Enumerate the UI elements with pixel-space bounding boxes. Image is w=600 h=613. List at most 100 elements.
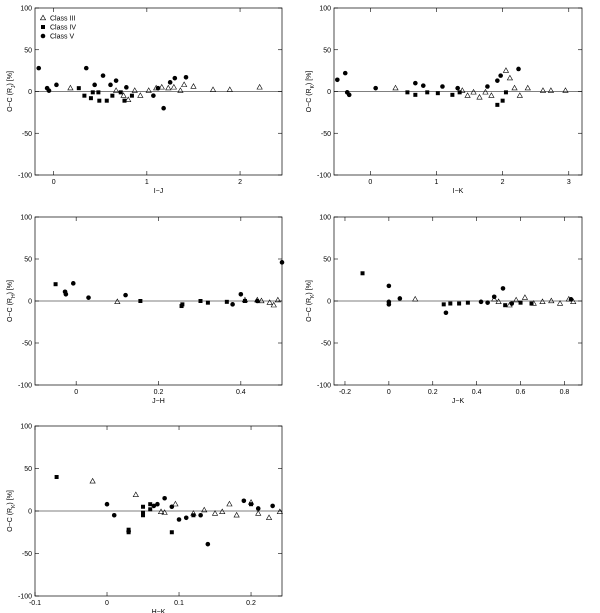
point — [141, 513, 146, 518]
point — [183, 75, 189, 80]
y-tick-label: 50 — [24, 47, 32, 54]
x-tick-label: 0.2 — [428, 389, 438, 396]
point — [270, 503, 275, 509]
x-axis-label: J−H — [152, 398, 165, 405]
point — [386, 283, 392, 289]
point — [482, 88, 489, 95]
point — [478, 299, 484, 305]
x-tick-label: 0 — [74, 389, 78, 396]
point — [211, 510, 219, 516]
point — [392, 84, 399, 91]
point — [104, 501, 110, 507]
point — [104, 98, 109, 103]
point — [258, 297, 265, 304]
y-tick-label: -50 — [22, 131, 32, 138]
point — [177, 87, 184, 93]
point — [96, 90, 101, 95]
point — [485, 84, 490, 89]
point — [435, 91, 440, 96]
y-axis-label: O−C (RJ) [%] — [7, 71, 17, 112]
panel: -100 -50 0 50 100 0 1 2 3 I−K O−C (RK) [%] — [306, 6, 583, 195]
x-tick-label: -0.1 — [29, 600, 41, 607]
legend-label: Class III — [50, 16, 75, 23]
point — [126, 529, 131, 534]
y-tick-label: -50 — [321, 131, 331, 138]
y-axis-label-tail: ) [%] — [7, 280, 14, 294]
y-tick-label: 50 — [24, 257, 32, 264]
point — [548, 297, 555, 304]
point — [110, 93, 115, 98]
legend-marker — [41, 25, 45, 29]
point — [539, 87, 547, 93]
point — [425, 90, 430, 95]
point — [114, 298, 121, 304]
point — [181, 81, 188, 87]
point — [53, 282, 58, 287]
y-tick-label: 50 — [24, 466, 32, 473]
point — [113, 78, 119, 83]
y-tick-label: 0 — [28, 89, 32, 96]
point — [397, 296, 403, 301]
point — [205, 541, 211, 547]
point — [97, 98, 102, 103]
point — [170, 83, 177, 90]
y-axis-label-text: O−C (R — [7, 88, 14, 112]
point — [89, 477, 96, 484]
point — [360, 271, 365, 276]
point — [279, 260, 285, 265]
point — [209, 86, 217, 92]
point — [335, 77, 340, 83]
panel: -100 -50 0 50 100 0 1 2 I−J O−C (RJ) [%] Class III… — [7, 6, 283, 195]
point — [254, 298, 260, 304]
point — [266, 299, 273, 305]
point — [516, 92, 523, 98]
point — [191, 513, 196, 518]
y-tick-label: -100 — [317, 173, 331, 180]
point — [169, 504, 175, 510]
y-tick-label: 100 — [319, 6, 331, 13]
y-axis-label-tail: ) [%] — [306, 280, 313, 294]
panel: -100 -50 0 50 100 0 0.2 0.4 J−H O−C (RH) [%] — [7, 215, 283, 405]
y-axis-label: O−C (RK) [%] — [306, 71, 316, 113]
point — [230, 302, 235, 307]
point — [90, 90, 95, 95]
point — [516, 66, 521, 72]
point — [46, 88, 52, 93]
point — [70, 281, 76, 286]
y-axis-label: O−C (RK) [%] — [7, 490, 17, 532]
point — [118, 90, 123, 95]
y-axis-label-tail: ) [%] — [306, 71, 313, 85]
y-tick-label: -50 — [22, 341, 32, 348]
point — [529, 301, 534, 306]
point — [500, 98, 505, 103]
point — [205, 300, 210, 305]
point — [88, 96, 93, 101]
y-tick-label: 50 — [323, 47, 331, 54]
point — [513, 296, 520, 303]
point — [219, 508, 226, 514]
point — [82, 93, 87, 98]
x-tick-label: 0.4 — [472, 389, 482, 396]
point — [241, 498, 247, 504]
point — [151, 503, 157, 509]
y-tick-label: -50 — [321, 341, 331, 348]
x-tick-label: 1 — [145, 179, 149, 186]
point — [224, 299, 229, 304]
y-axis-label-sub: H — [11, 294, 17, 298]
x-tick-label: 0.2 — [246, 600, 256, 607]
y-axis-label-text: O−C (R — [306, 88, 313, 112]
point — [155, 85, 161, 91]
point — [132, 491, 139, 497]
point — [183, 515, 189, 521]
point — [509, 301, 515, 306]
point — [83, 65, 89, 71]
point — [373, 85, 378, 91]
y-tick-label: 0 — [327, 299, 331, 306]
point — [108, 82, 113, 88]
point — [443, 310, 449, 316]
point — [148, 507, 153, 512]
y-axis-label-tail: ) [%] — [7, 490, 14, 504]
y-tick-label: 100 — [20, 215, 32, 222]
point — [405, 90, 410, 95]
y-axis-label-text: O−C (R — [7, 508, 14, 532]
